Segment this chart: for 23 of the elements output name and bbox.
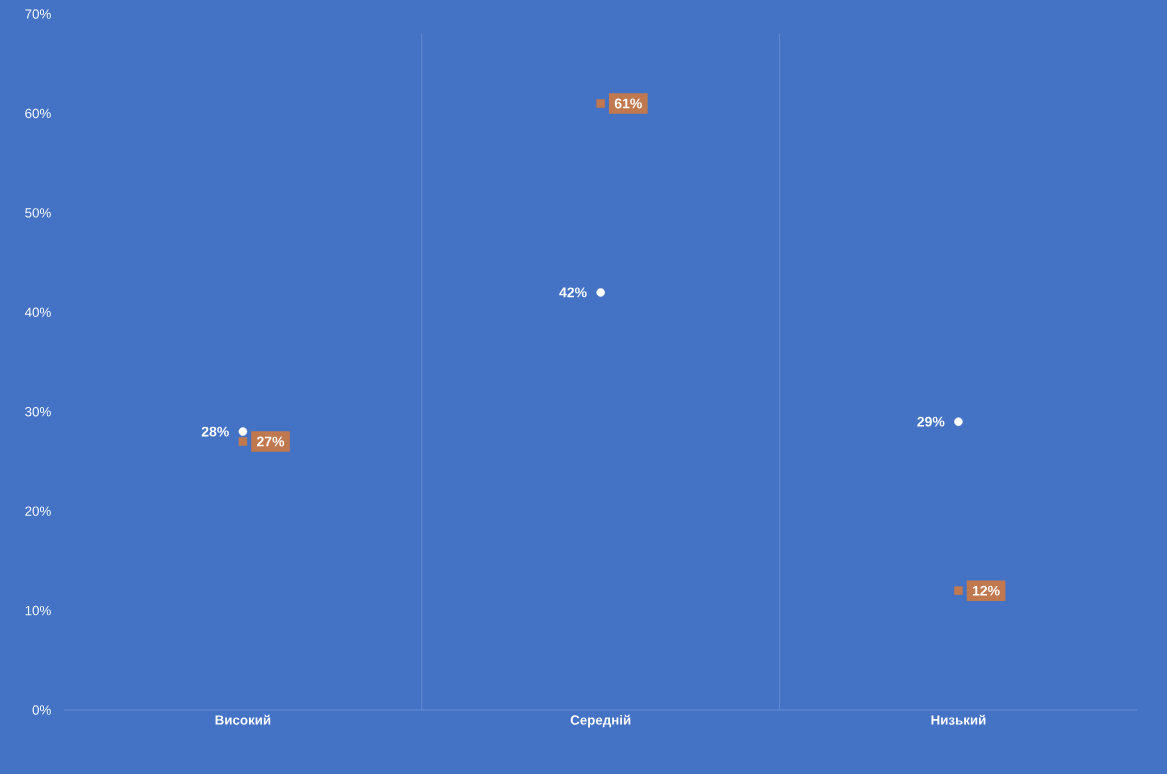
data-label: 27%	[256, 436, 285, 447]
y-tick-label: 10%	[25, 605, 51, 616]
x-tick-label: Середній	[570, 714, 631, 728]
y-tick-label: 50%	[25, 208, 51, 218]
data-label: 42%	[559, 287, 587, 298]
point	[238, 437, 248, 446]
y-tick-label: 30%	[25, 406, 51, 417]
data-label: 61%	[614, 98, 642, 109]
y-tick-label: 0%	[32, 705, 51, 715]
y-tick-label: 40%	[24, 307, 51, 317]
point	[596, 288, 605, 297]
point	[238, 427, 248, 436]
point	[954, 586, 963, 595]
data-label: 29%	[917, 416, 945, 427]
y-tick-label: 20%	[25, 506, 51, 516]
x-tick-label: Високий	[215, 714, 271, 725]
x-tick-label: Низький	[931, 714, 986, 725]
point	[596, 99, 605, 108]
data-label: 12%	[972, 585, 1000, 596]
y-tick-label: 70%	[25, 9, 51, 19]
point	[954, 417, 963, 426]
y-tick-label: 60%	[25, 108, 51, 119]
data-label: 28%	[201, 426, 229, 437]
